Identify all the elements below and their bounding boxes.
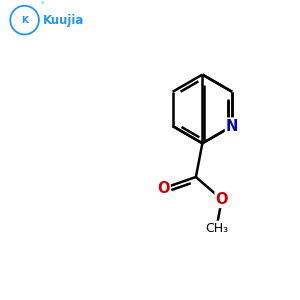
Text: °: °: [40, 3, 44, 9]
Text: O: O: [157, 181, 170, 196]
Text: O: O: [216, 192, 228, 207]
Text: CH₃: CH₃: [205, 222, 228, 235]
Text: K: K: [21, 16, 28, 25]
Text: N: N: [226, 118, 238, 134]
Text: Kuujia: Kuujia: [43, 14, 85, 27]
